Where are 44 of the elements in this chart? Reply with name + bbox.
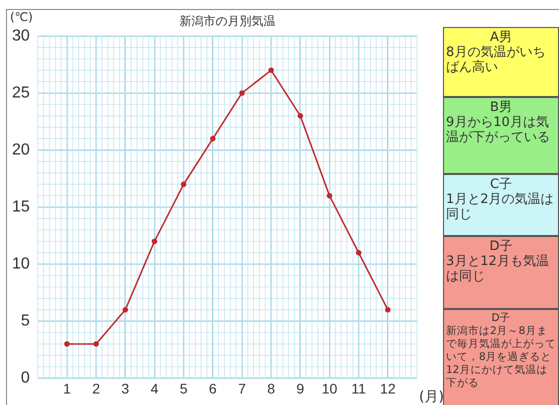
- point: [64, 341, 70, 347]
- point: [152, 238, 158, 244]
- y-axis-title: (℃): [10, 10, 33, 24]
- x-tick-label: 6: [208, 380, 217, 396]
- text: 9月から10月は気温が下がっている: [446, 115, 551, 145]
- point: [180, 182, 186, 188]
- x-tick-label: 5: [180, 380, 188, 396]
- y-tick-label: 30: [12, 27, 30, 44]
- y-tick-label: 15: [12, 198, 30, 216]
- text: D子: [490, 312, 512, 325]
- x-tick-label: 3: [121, 380, 130, 396]
- y-tick-label: 20: [12, 141, 30, 158]
- chart-title: 新潟市の月別気温: [179, 14, 276, 28]
- y-tick-label: 25: [12, 84, 30, 102]
- point: [122, 307, 128, 313]
- x-tick-label: 11: [351, 380, 366, 396]
- y-tick-label: 5: [20, 312, 30, 330]
- x-tick-label: 12: [380, 380, 396, 396]
- text: D子: [488, 239, 514, 254]
- text: 1月と2月の気温は同じ: [446, 192, 555, 222]
- point: [356, 250, 362, 256]
- point: [239, 90, 245, 96]
- text: B男: [489, 100, 513, 115]
- point: [326, 192, 332, 198]
- point: [93, 341, 99, 347]
- x-axis-title: (月): [419, 388, 444, 405]
- x-tick-label: 9: [296, 380, 304, 396]
- y-tick-label: 10: [12, 256, 30, 273]
- x-tick-label: 7: [238, 380, 246, 396]
- text: A男: [489, 30, 513, 45]
- point: [385, 307, 391, 313]
- x-tick-label: 2: [92, 380, 100, 396]
- x-tick-label: 10: [322, 380, 338, 396]
- y-tick-label: 0: [20, 370, 30, 387]
- x-tick-label: 4: [150, 380, 159, 396]
- x-tick-label: 1: [63, 380, 72, 396]
- point: [268, 67, 274, 73]
- text: 8月の気温がいちばん高い: [446, 45, 546, 75]
- text: 3月と12月も気温は同じ: [446, 254, 550, 284]
- text: C子: [488, 177, 514, 192]
- point: [210, 136, 216, 142]
- x-tick-label: 8: [267, 380, 276, 396]
- text: 新潟市は2月～8月まで毎月気温が上がっていて，8月を過ぎると12月にかけて気温は下がる: [446, 325, 556, 390]
- point: [298, 113, 304, 119]
